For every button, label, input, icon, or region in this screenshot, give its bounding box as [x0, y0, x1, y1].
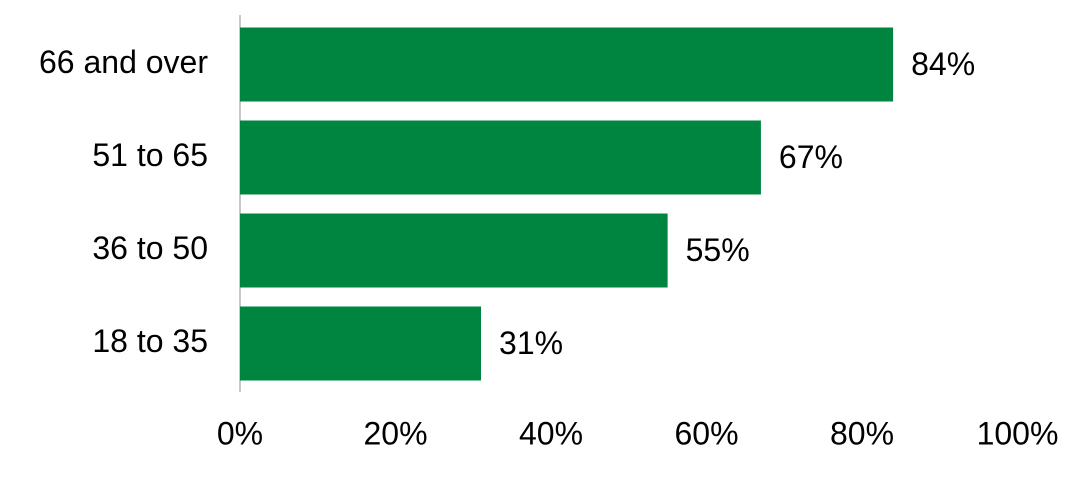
x-tick-label: 0% [217, 415, 263, 451]
value-label: 31% [499, 325, 563, 361]
value-label: 67% [779, 139, 843, 175]
bar [240, 213, 668, 288]
y-tick-label: 18 to 35 [92, 323, 208, 359]
bar [240, 306, 482, 381]
value-label: 55% [686, 232, 750, 268]
y-tick-label: 66 and over [39, 44, 208, 80]
x-tick-label: 100% [977, 415, 1059, 451]
x-tick-label: 40% [519, 415, 583, 451]
bar [240, 120, 761, 195]
x-tick-label: 20% [363, 415, 427, 451]
y-tick-label: 51 to 65 [92, 137, 208, 173]
y-tick-label: 36 to 50 [92, 230, 208, 266]
x-tick-label: 80% [830, 415, 894, 451]
value-label: 84% [911, 46, 975, 82]
x-tick-label: 60% [674, 415, 738, 451]
bar [240, 27, 894, 102]
